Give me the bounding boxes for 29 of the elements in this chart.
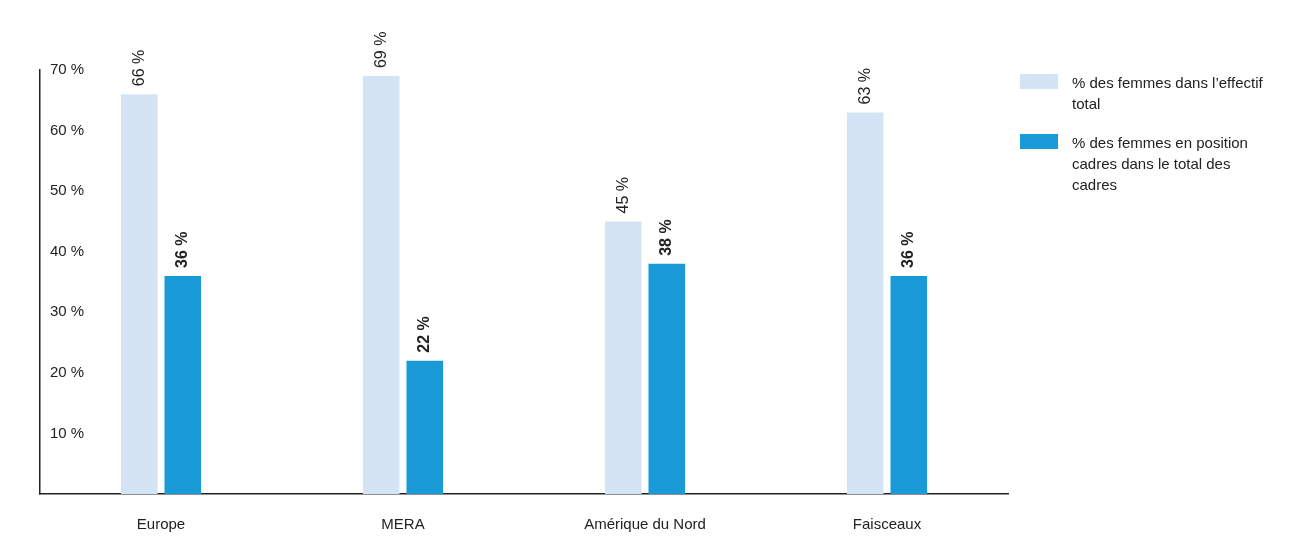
y-tick-label: 70 % [50, 60, 85, 78]
bar [406, 360, 444, 494]
bar [890, 275, 928, 494]
x-tick-label: MERA [381, 515, 425, 533]
y-tick-label: 60 % [50, 120, 85, 138]
y-tick-label: 50 % [50, 181, 85, 199]
x-tick-label: Europe [136, 515, 186, 533]
data-label: 45 % [613, 176, 631, 214]
y-tick-label: 10 % [50, 423, 85, 441]
data-label: 38 % [657, 219, 675, 256]
x-tick-label: Faisceaux [852, 515, 922, 533]
bar [120, 94, 158, 494]
y-tick-label: 40 % [50, 241, 85, 259]
data-label: 66 % [129, 49, 147, 87]
data-label: 69 % [371, 31, 389, 69]
bar [648, 263, 686, 494]
y-tick-label: 30 % [50, 302, 85, 320]
bar [362, 76, 400, 494]
bar [846, 112, 884, 494]
legend-label: % des femmes dans l’effectif total [1072, 73, 1264, 114]
data-label: 36 % [173, 231, 191, 268]
y-tick-label: 20 % [50, 363, 85, 380]
x-tick-label: Amérique du Nord [584, 515, 706, 533]
data-label: 63 % [855, 67, 873, 105]
legend-label: % des femmes en position cadres dans le total des cadres [1072, 133, 1249, 195]
bar [604, 221, 642, 494]
data-label: 22 % [415, 316, 433, 353]
bar [164, 275, 202, 494]
data-label: 36 % [899, 231, 917, 268]
